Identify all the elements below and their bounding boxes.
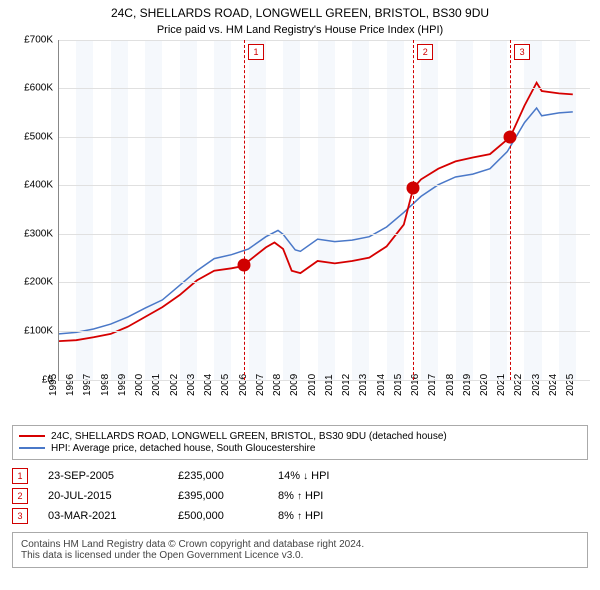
y-tick-label: £100K	[24, 326, 59, 337]
x-tick-label: 2000	[134, 373, 145, 395]
x-tick-label: 2022	[513, 373, 524, 395]
x-tick-label: 2009	[289, 373, 300, 395]
page: 24C, SHELLARDS ROAD, LONGWELL GREEN, BRI…	[0, 0, 600, 590]
x-tick-label: 2012	[341, 373, 352, 395]
footer-line: This data is licensed under the Open Gov…	[21, 550, 579, 561]
x-tick-label: 1998	[100, 373, 111, 395]
sale-marker-line	[413, 40, 414, 380]
x-tick-label: 1999	[117, 373, 128, 395]
sale-pct: 8% ↑ HPI	[278, 490, 323, 502]
x-tick-label: 2001	[151, 373, 162, 395]
x-tick-label: 2025	[565, 373, 576, 395]
legend-row: HPI: Average price, detached house, Sout…	[19, 443, 581, 454]
sale-price: £395,000	[178, 490, 258, 502]
x-tick-label: 2024	[548, 373, 559, 395]
x-tick-label: 2014	[375, 373, 386, 395]
x-tick-label: 2020	[479, 373, 490, 395]
y-tick-label: £500K	[24, 131, 59, 142]
legend-box: 24C, SHELLARDS ROAD, LONGWELL GREEN, BRI…	[12, 425, 588, 460]
legend-swatch	[19, 447, 45, 449]
x-tick-label: 2023	[531, 373, 542, 395]
sale-marker-dot	[407, 181, 420, 194]
x-tick-label: 2019	[462, 373, 473, 395]
series-line	[59, 108, 573, 334]
sale-marker-badge: 2	[417, 44, 433, 60]
grid-line	[59, 380, 590, 381]
sale-date: 23-SEP-2005	[48, 470, 158, 482]
y-tick-label: £700K	[24, 34, 59, 45]
x-tick-label: 2002	[169, 373, 180, 395]
sale-pct: 8% ↑ HPI	[278, 510, 323, 522]
sale-row: 2 20-JUL-2015 £395,000 8% ↑ HPI	[12, 488, 588, 504]
sales-table: 1 23-SEP-2005 £235,000 14% ↓ HPI 2 20-JUL-201…	[12, 468, 588, 524]
sale-row: 1 23-SEP-2005 £235,000 14% ↓ HPI	[12, 468, 588, 484]
sale-index-badge: 2	[12, 488, 28, 504]
sale-price: £235,000	[178, 470, 258, 482]
sale-date: 03-MAR-2021	[48, 510, 158, 522]
sale-marker-badge: 1	[248, 44, 264, 60]
y-tick-label: £0	[42, 374, 59, 385]
sale-index-badge: 1	[12, 468, 28, 484]
sale-marker-line	[244, 40, 245, 380]
sale-date: 20-JUL-2015	[48, 490, 158, 502]
sale-pct: 14% ↓ HPI	[278, 470, 329, 482]
sale-marker-line	[510, 40, 511, 380]
chart-subtitle: Price paid vs. HM Land Registry's House …	[0, 24, 600, 36]
legend-swatch	[19, 435, 45, 437]
x-tick-label: 2008	[272, 373, 283, 395]
x-tick-label: 2011	[324, 374, 335, 396]
footer-line: Contains HM Land Registry data © Crown c…	[21, 539, 579, 550]
x-tick-label: 2010	[306, 373, 317, 395]
sale-marker-badge: 3	[514, 44, 530, 60]
y-tick-label: £400K	[24, 180, 59, 191]
legend-row: 24C, SHELLARDS ROAD, LONGWELL GREEN, BRI…	[19, 431, 581, 442]
x-tick-label: 2005	[220, 373, 231, 395]
series-line	[59, 82, 573, 340]
x-tick-label: 2007	[255, 373, 266, 395]
y-tick-label: £600K	[24, 83, 59, 94]
sale-marker-dot	[237, 259, 250, 272]
legend-label: HPI: Average price, detached house, Sout…	[51, 443, 315, 454]
chart-area: 1995199619971998199920002001200220032004…	[58, 40, 590, 381]
x-tick-label: 1996	[65, 373, 76, 395]
x-tick-label: 2017	[427, 373, 438, 395]
x-tick-label: 1997	[82, 373, 93, 395]
sale-price: £500,000	[178, 510, 258, 522]
x-tick-label: 2021	[496, 373, 507, 395]
sale-index-badge: 3	[12, 508, 28, 524]
x-tick-label: 2015	[393, 373, 404, 395]
sale-marker-dot	[504, 130, 517, 143]
chart-title: 24C, SHELLARDS ROAD, LONGWELL GREEN, BRI…	[0, 6, 600, 22]
x-tick-label: 2003	[186, 373, 197, 395]
y-tick-label: £200K	[24, 277, 59, 288]
x-tick-label: 2004	[203, 373, 214, 395]
legend-label: 24C, SHELLARDS ROAD, LONGWELL GREEN, BRI…	[51, 431, 447, 442]
footer-box: Contains HM Land Registry data © Crown c…	[12, 532, 588, 568]
x-tick-label: 2013	[358, 373, 369, 395]
x-tick-label: 2018	[444, 373, 455, 395]
x-tick-label: 2016	[410, 373, 421, 395]
sale-row: 3 03-MAR-2021 £500,000 8% ↑ HPI	[12, 508, 588, 524]
y-tick-label: £300K	[24, 228, 59, 239]
